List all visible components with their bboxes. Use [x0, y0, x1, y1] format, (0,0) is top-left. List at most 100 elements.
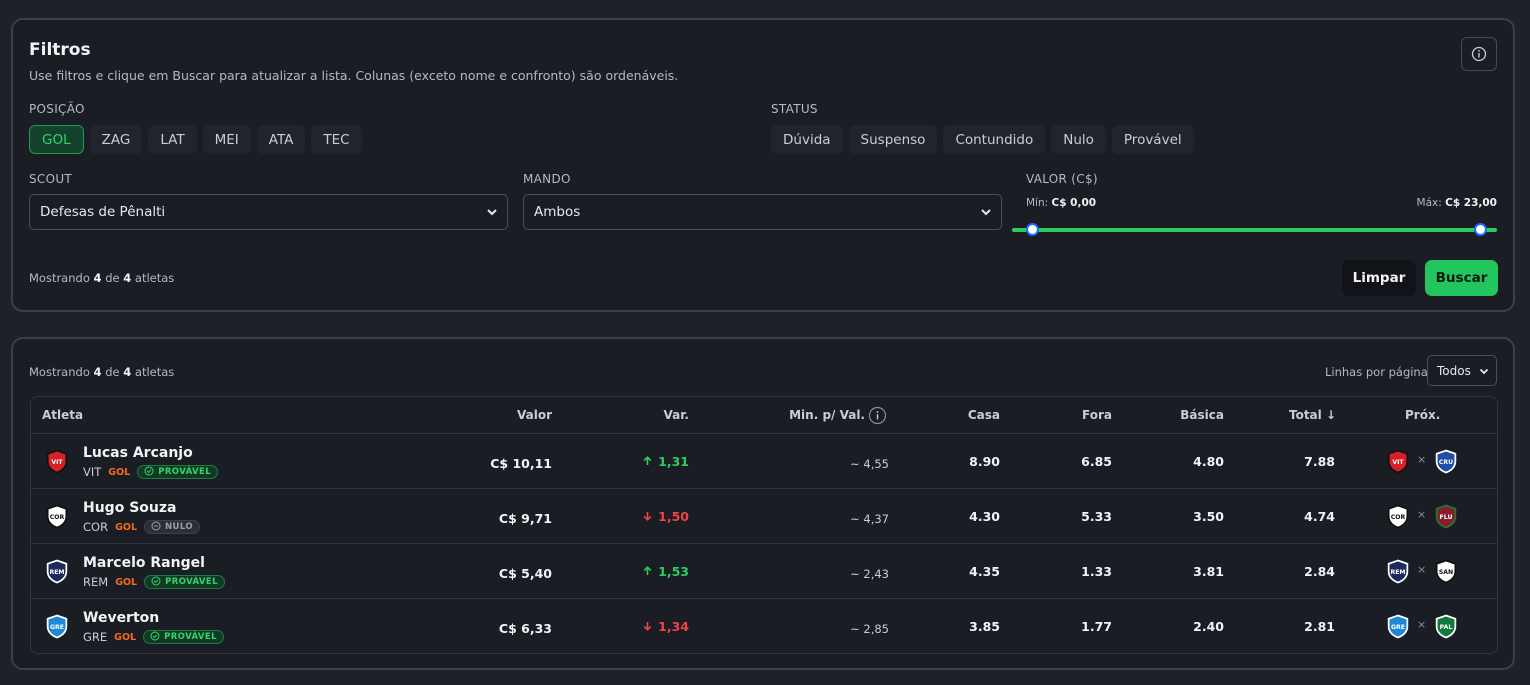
athlete-meta: REM GOL PROVÁVEL [83, 575, 225, 589]
count-prefix: Mostrando [29, 365, 90, 379]
position-tag: GOL [115, 521, 138, 533]
search-button[interactable]: Buscar [1425, 260, 1498, 296]
athlete-name[interactable]: Lucas Arcanjo [83, 445, 193, 461]
position-chip-tec[interactable]: TEC [311, 125, 362, 154]
var-value: 1,50 [658, 509, 689, 524]
club-crest-icon: COR [1387, 504, 1409, 529]
club-crest-icon: VIT [1387, 449, 1409, 474]
table-row[interactable]: COR Hugo Souza COR GOL NULO C$ 9,71 1,50 ~ 4,37… [31, 489, 1497, 544]
cell-casa: 8.90 [969, 454, 1000, 469]
cell-var: 1,34 [643, 619, 689, 634]
cell-total: 2.84 [1304, 564, 1335, 579]
crest-abbr: FLU [1440, 514, 1453, 521]
cell-total: 4.74 [1304, 509, 1335, 524]
max-value-label: Máx: C$ 23,00 [1417, 197, 1497, 209]
cell-basica: 3.50 [1193, 509, 1224, 524]
status-chip-group: Dúvida Suspenso Contundido Nulo Provável [771, 125, 1194, 154]
cell-fora: 5.33 [1081, 509, 1112, 524]
club-crest-icon: REM [1387, 559, 1409, 584]
header-prox: Próx. [1405, 408, 1441, 422]
club-crest-icon: PAL [1435, 614, 1457, 639]
crest-abbr: COR [1391, 514, 1406, 521]
status-chip[interactable]: Provável [1111, 125, 1194, 154]
header-min-val[interactable]: Min. p/ Val. [789, 408, 865, 422]
status-label: STATUS [771, 102, 818, 116]
athlete-name[interactable]: Weverton [83, 610, 160, 626]
arrow-down-icon [643, 619, 652, 634]
count-de: de [105, 271, 120, 285]
count-shown: 4 [93, 271, 102, 285]
position-chip-gol[interactable]: GOL [29, 125, 84, 154]
info-icon[interactable] [868, 406, 887, 425]
count-suffix: atletas [134, 365, 175, 379]
header-var[interactable]: Var. [663, 408, 690, 422]
cell-basica: 4.80 [1193, 454, 1224, 469]
header-valor[interactable]: Valor [516, 408, 552, 422]
mando-select[interactable]: Ambos [523, 194, 1002, 230]
clear-button[interactable]: Limpar [1342, 260, 1416, 296]
position-tag: GOL [115, 576, 138, 588]
header-basica[interactable]: Básica [1180, 408, 1224, 422]
status-chip[interactable]: Dúvida [771, 125, 843, 154]
position-chip-zag[interactable]: ZAG [89, 125, 143, 154]
table-row[interactable]: REM Marcelo Rangel REM GOL PROVÁVEL C$ 5,40 1,… [31, 544, 1497, 599]
rows-per-page-select[interactable]: Todos [1427, 355, 1497, 386]
mando-label: MANDO [523, 172, 571, 186]
athlete-name[interactable]: Marcelo Rangel [83, 555, 205, 571]
minus-circle-icon [151, 521, 161, 534]
chevron-down-icon [487, 209, 497, 216]
header-total[interactable]: Total ↓ [1288, 408, 1336, 422]
count-total: 4 [123, 365, 132, 379]
range-max-handle[interactable] [1474, 223, 1487, 236]
position-tag: GOL [114, 631, 137, 643]
cell-valor: C$ 10,11 [490, 456, 552, 471]
versus-mark: × [1417, 563, 1427, 576]
range-slider-track[interactable] [1012, 228, 1497, 232]
position-chip-ata[interactable]: ATA [256, 125, 306, 154]
status-badge: PROVÁVEL [144, 575, 225, 589]
status-text: PROVÁVEL [165, 577, 218, 587]
status-text: PROVÁVEL [158, 467, 212, 477]
athlete-name[interactable]: Hugo Souza [83, 500, 177, 516]
filters-panel: Filtros Use filtros e clique em Buscar p… [11, 18, 1515, 312]
var-value: 1,31 [658, 454, 689, 469]
arrow-up-icon [643, 454, 652, 469]
athletes-table: Atleta Valor Var. Min. p/ Val. Casa Fora… [30, 396, 1498, 654]
club-crest-icon: GRE [1387, 614, 1409, 639]
scout-select[interactable]: Defesas de Pênalti [29, 194, 508, 230]
count-shown: 4 [93, 365, 102, 379]
count-de: de [105, 365, 120, 379]
club-crest-icon: GRE [46, 614, 68, 639]
status-chip[interactable]: Nulo [1051, 125, 1106, 154]
count-total: 4 [123, 271, 132, 285]
club-abbr: GRE [83, 630, 108, 644]
scout-label: SCOUT [29, 172, 73, 186]
cell-basica: 3.81 [1193, 564, 1224, 579]
cell-min-val: ~ 2,43 [850, 567, 889, 581]
table-row[interactable]: GRE Weverton GRE GOL PROVÁVEL C$ 6,33 1,34 ~ 2,… [31, 599, 1497, 653]
min-value-label: Mín: C$ 0,00 [1026, 197, 1096, 209]
status-chip[interactable]: Suspenso [848, 125, 938, 154]
info-button[interactable] [1461, 37, 1497, 71]
table-body: VIT Lucas Arcanjo VIT GOL PROVÁVEL C$ 10,11 1,… [31, 434, 1497, 653]
club-crest-icon: FLU [1435, 504, 1457, 529]
cell-casa: 4.30 [969, 509, 1000, 524]
count-suffix: atletas [134, 271, 175, 285]
max-value: C$ 23,00 [1445, 197, 1497, 209]
position-chip-lat[interactable]: LAT [148, 125, 197, 154]
crest-abbr: SAN [1439, 569, 1453, 576]
filters-subtitle: Use filtros e clique em Buscar para atua… [29, 68, 679, 83]
status-text: PROVÁVEL [164, 632, 217, 642]
position-chip-mei[interactable]: MEI [202, 125, 251, 154]
status-chip[interactable]: Contundido [943, 125, 1046, 154]
header-casa[interactable]: Casa [967, 408, 1000, 422]
cell-min-val: ~ 4,37 [850, 512, 889, 526]
position-chip-group: GOL ZAG LAT MEI ATA TEC [29, 125, 362, 154]
filters-title: Filtros [29, 40, 91, 60]
table-row[interactable]: VIT Lucas Arcanjo VIT GOL PROVÁVEL C$ 10,11 1,… [31, 434, 1497, 489]
club-abbr: COR [83, 520, 109, 534]
table-header: Atleta Valor Var. Min. p/ Val. Casa Fora… [31, 397, 1497, 434]
chevron-down-icon [1479, 368, 1489, 375]
header-fora[interactable]: Fora [1082, 408, 1112, 422]
range-min-handle[interactable] [1026, 223, 1039, 236]
